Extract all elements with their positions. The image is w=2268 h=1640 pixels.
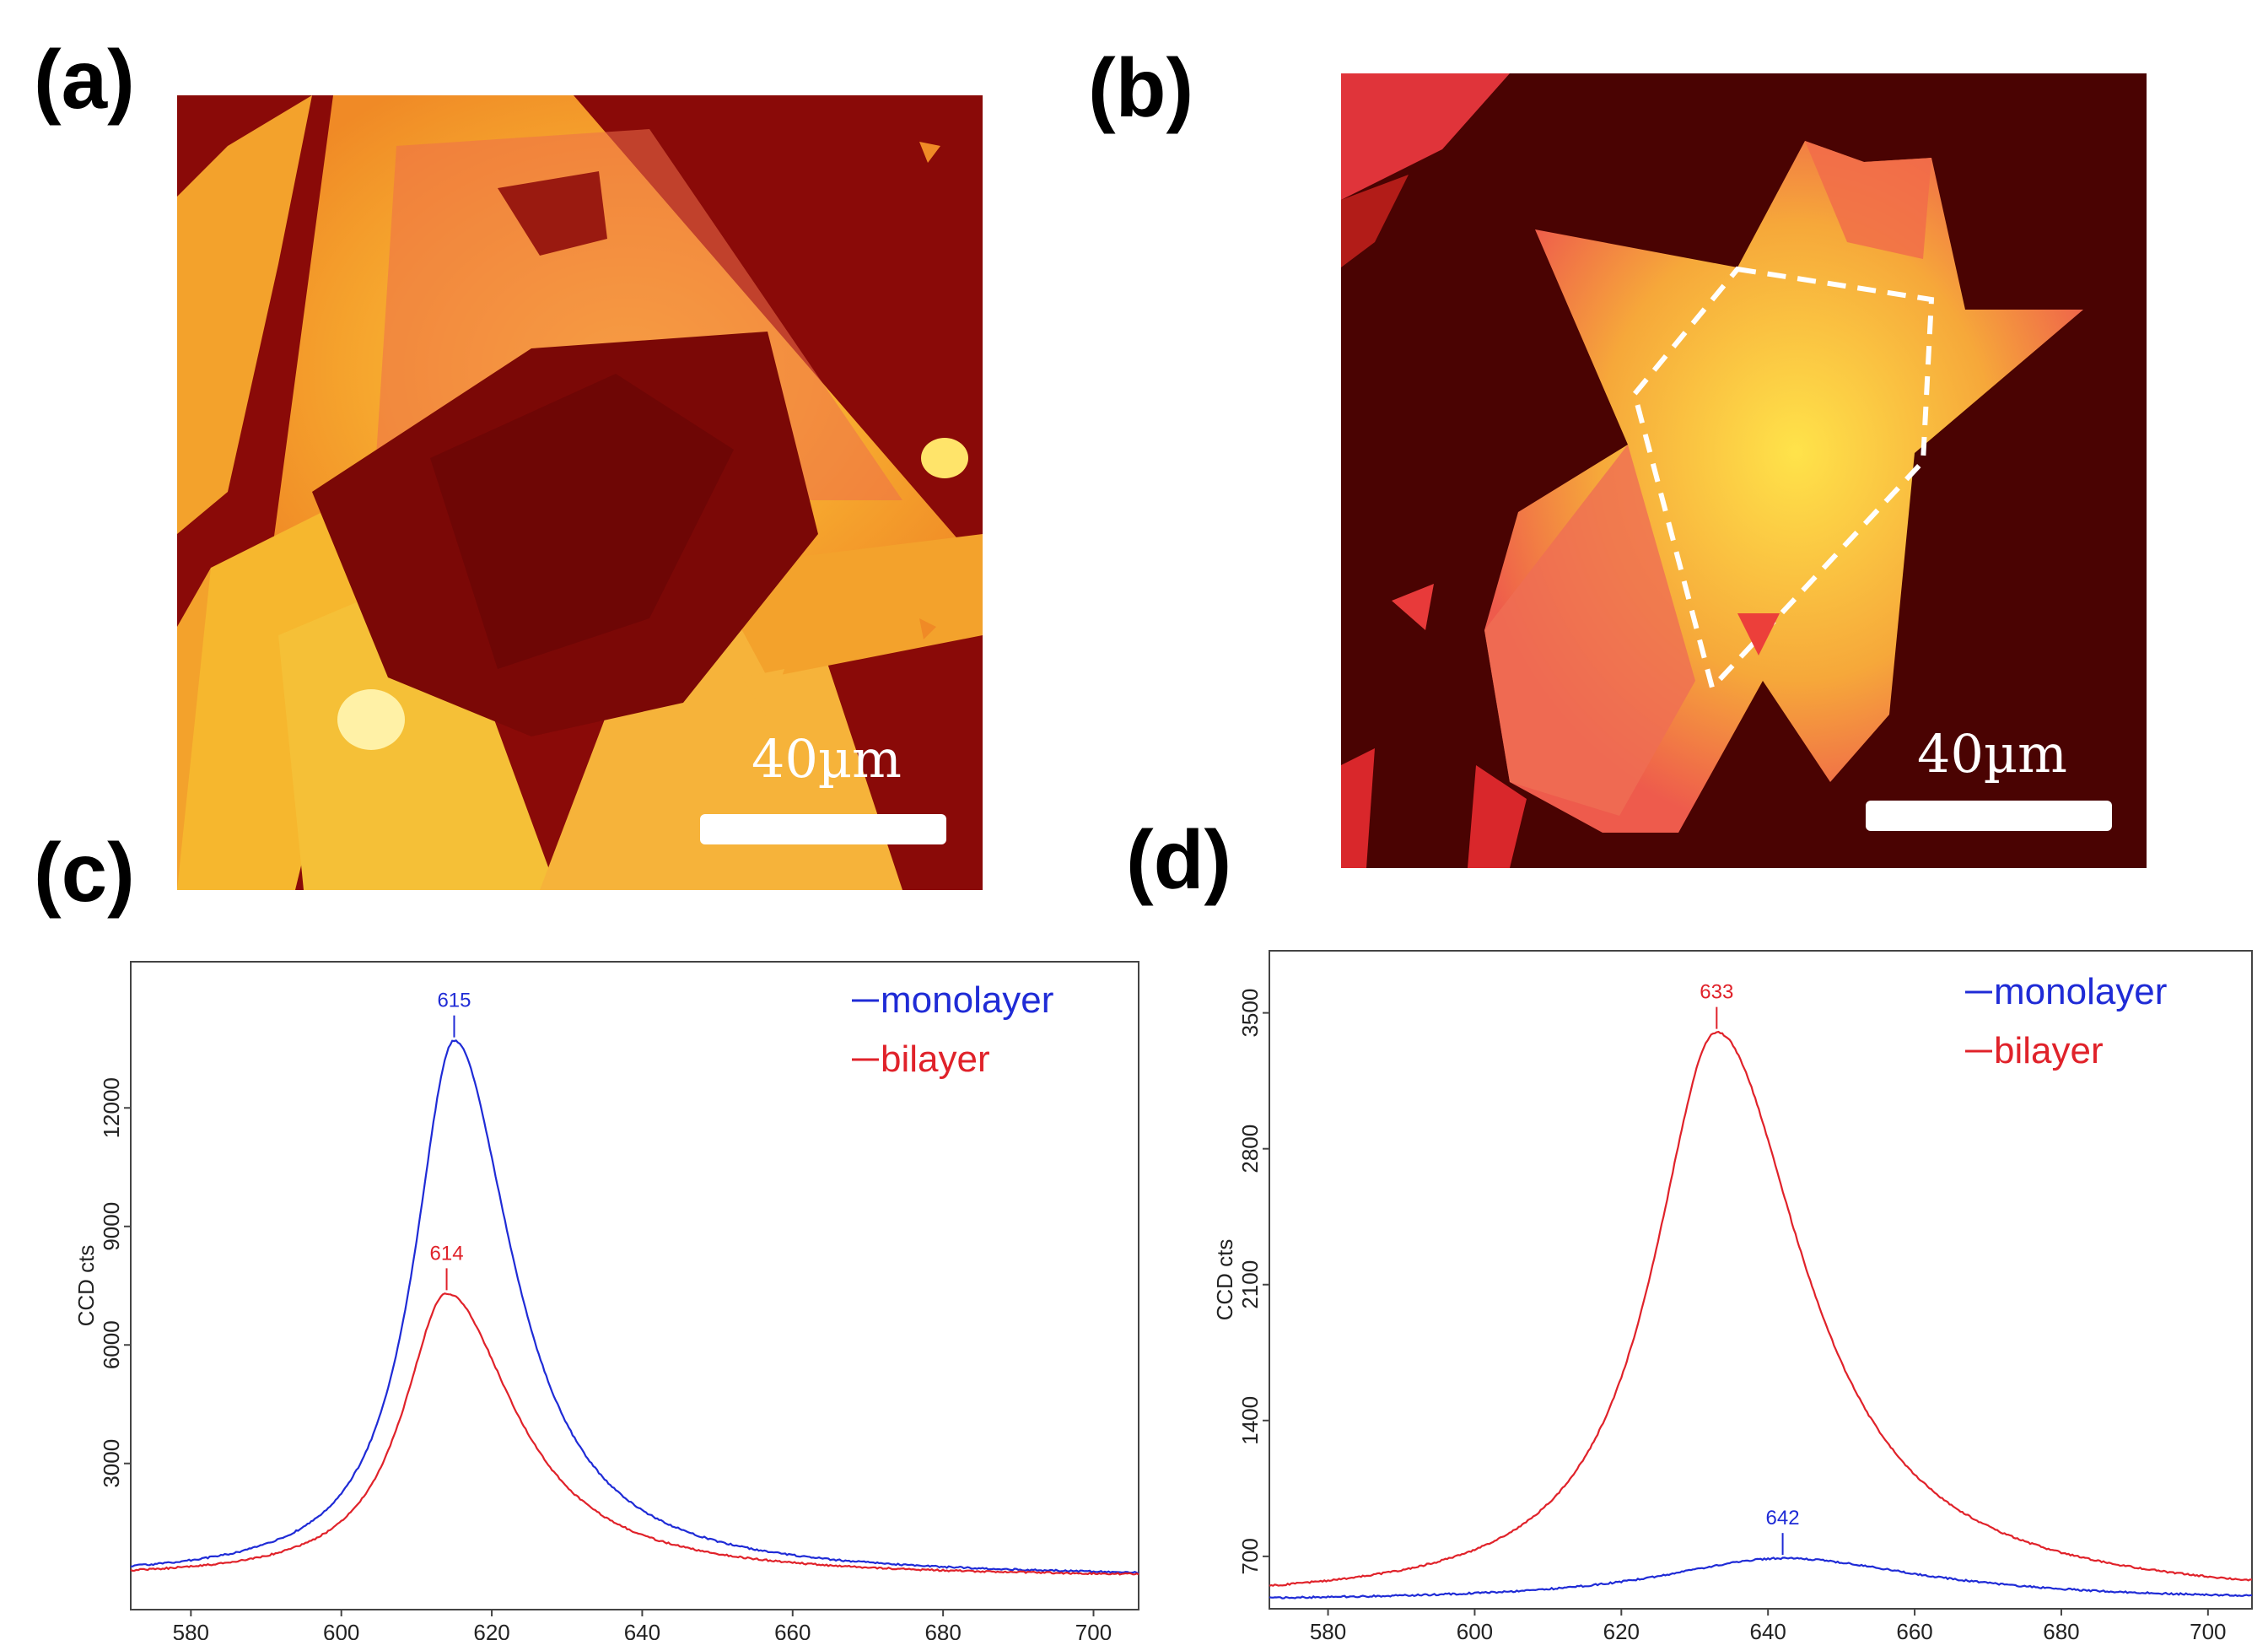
- y-tick-label-d: 700: [1237, 1538, 1263, 1574]
- legend-label-monolayer-c: monolayer: [881, 979, 1053, 1021]
- plot-frame-d: [1269, 950, 2253, 1610]
- x-tick-label-c: 660: [774, 1620, 811, 1640]
- x-tick-label-d: 600: [1457, 1619, 1493, 1640]
- series-line-monolayer-d: [1269, 1556, 2253, 1600]
- x-tick-label-d: 640: [1749, 1619, 1786, 1640]
- y-tick-label-c: 12000: [99, 1077, 124, 1138]
- x-tick-label-d: 660: [1896, 1619, 1932, 1640]
- spectrum-chart-c: 580 600 620 640 660 680 700 3000 6000 9000 12000 CC…: [73, 961, 1139, 1640]
- x-tick-label-c: 700: [1075, 1620, 1112, 1640]
- y-tick-label-d: 1400: [1237, 1396, 1263, 1445]
- series-line-bilayer-d: [1269, 1030, 2253, 1587]
- panel-label-a: (a): [34, 33, 135, 126]
- plot-frame-c: [130, 961, 1139, 1610]
- x-tick-label-c: 620: [473, 1620, 509, 1640]
- peak-label-bilayer-d: 633: [1700, 981, 1733, 1004]
- series-line-monolayer-c: [130, 1039, 1139, 1574]
- y-tick-label-d: 2100: [1237, 1260, 1263, 1309]
- x-tick-label-c: 600: [323, 1620, 359, 1640]
- peak-label-monolayer-c: 615: [437, 990, 471, 1012]
- dashed-region-outline: [1631, 266, 1935, 693]
- series-line-bilayer-c: [130, 1292, 1139, 1576]
- scalebar-label-b: 40µm: [1917, 723, 2067, 785]
- x-tick-label-c: 640: [624, 1620, 660, 1640]
- y-tick-label-c: 9000: [99, 1202, 124, 1251]
- y-tick-label-d: 2800: [1237, 1125, 1263, 1173]
- scalebar-label-a: 40µm: [752, 728, 902, 790]
- peak-label-bilayer-c: 614: [430, 1242, 464, 1265]
- x-tick-label-c: 680: [924, 1620, 961, 1640]
- x-tick-label-d: 620: [1603, 1619, 1640, 1640]
- spectrum-chart-d: 580 600 620 640 660 680 700 700 1400 2100 2800 3500…: [1212, 950, 2253, 1640]
- legend-label-bilayer-d: bilayer: [1994, 1030, 2104, 1071]
- x-tick-label-d: 680: [2043, 1619, 2079, 1640]
- legend-label-monolayer-d: monolayer: [1994, 971, 2167, 1012]
- x-tick-label-c: 580: [173, 1620, 209, 1640]
- legend-label-bilayer-c: bilayer: [881, 1038, 990, 1080]
- micrograph-b-image: 40µm: [1341, 73, 2147, 868]
- x-tick-label-d: 580: [1310, 1619, 1346, 1640]
- y-tick-label-c: 3000: [99, 1439, 124, 1488]
- micrograph-a: 40µm: [177, 95, 983, 890]
- y-tick-label-d: 3500: [1237, 989, 1263, 1038]
- micrograph-b: 40µm: [1341, 73, 2147, 868]
- x-tick-label-d: 700: [2190, 1619, 2226, 1640]
- panel-label-b: (b): [1088, 41, 1194, 134]
- y-axis-label-c: CCD cts: [73, 1245, 99, 1327]
- scalebar-a: [700, 814, 946, 844]
- y-axis-label-d: CCD cts: [1212, 1239, 1237, 1321]
- micrograph-a-image: 40µm: [177, 95, 983, 890]
- scalebar-b: [1866, 801, 2112, 831]
- peak-label-monolayer-d: 642: [1766, 1507, 1800, 1529]
- y-tick-label-c: 6000: [99, 1320, 124, 1369]
- panel-label-c: (c): [34, 826, 135, 919]
- panel-label-d: (d): [1126, 813, 1232, 906]
